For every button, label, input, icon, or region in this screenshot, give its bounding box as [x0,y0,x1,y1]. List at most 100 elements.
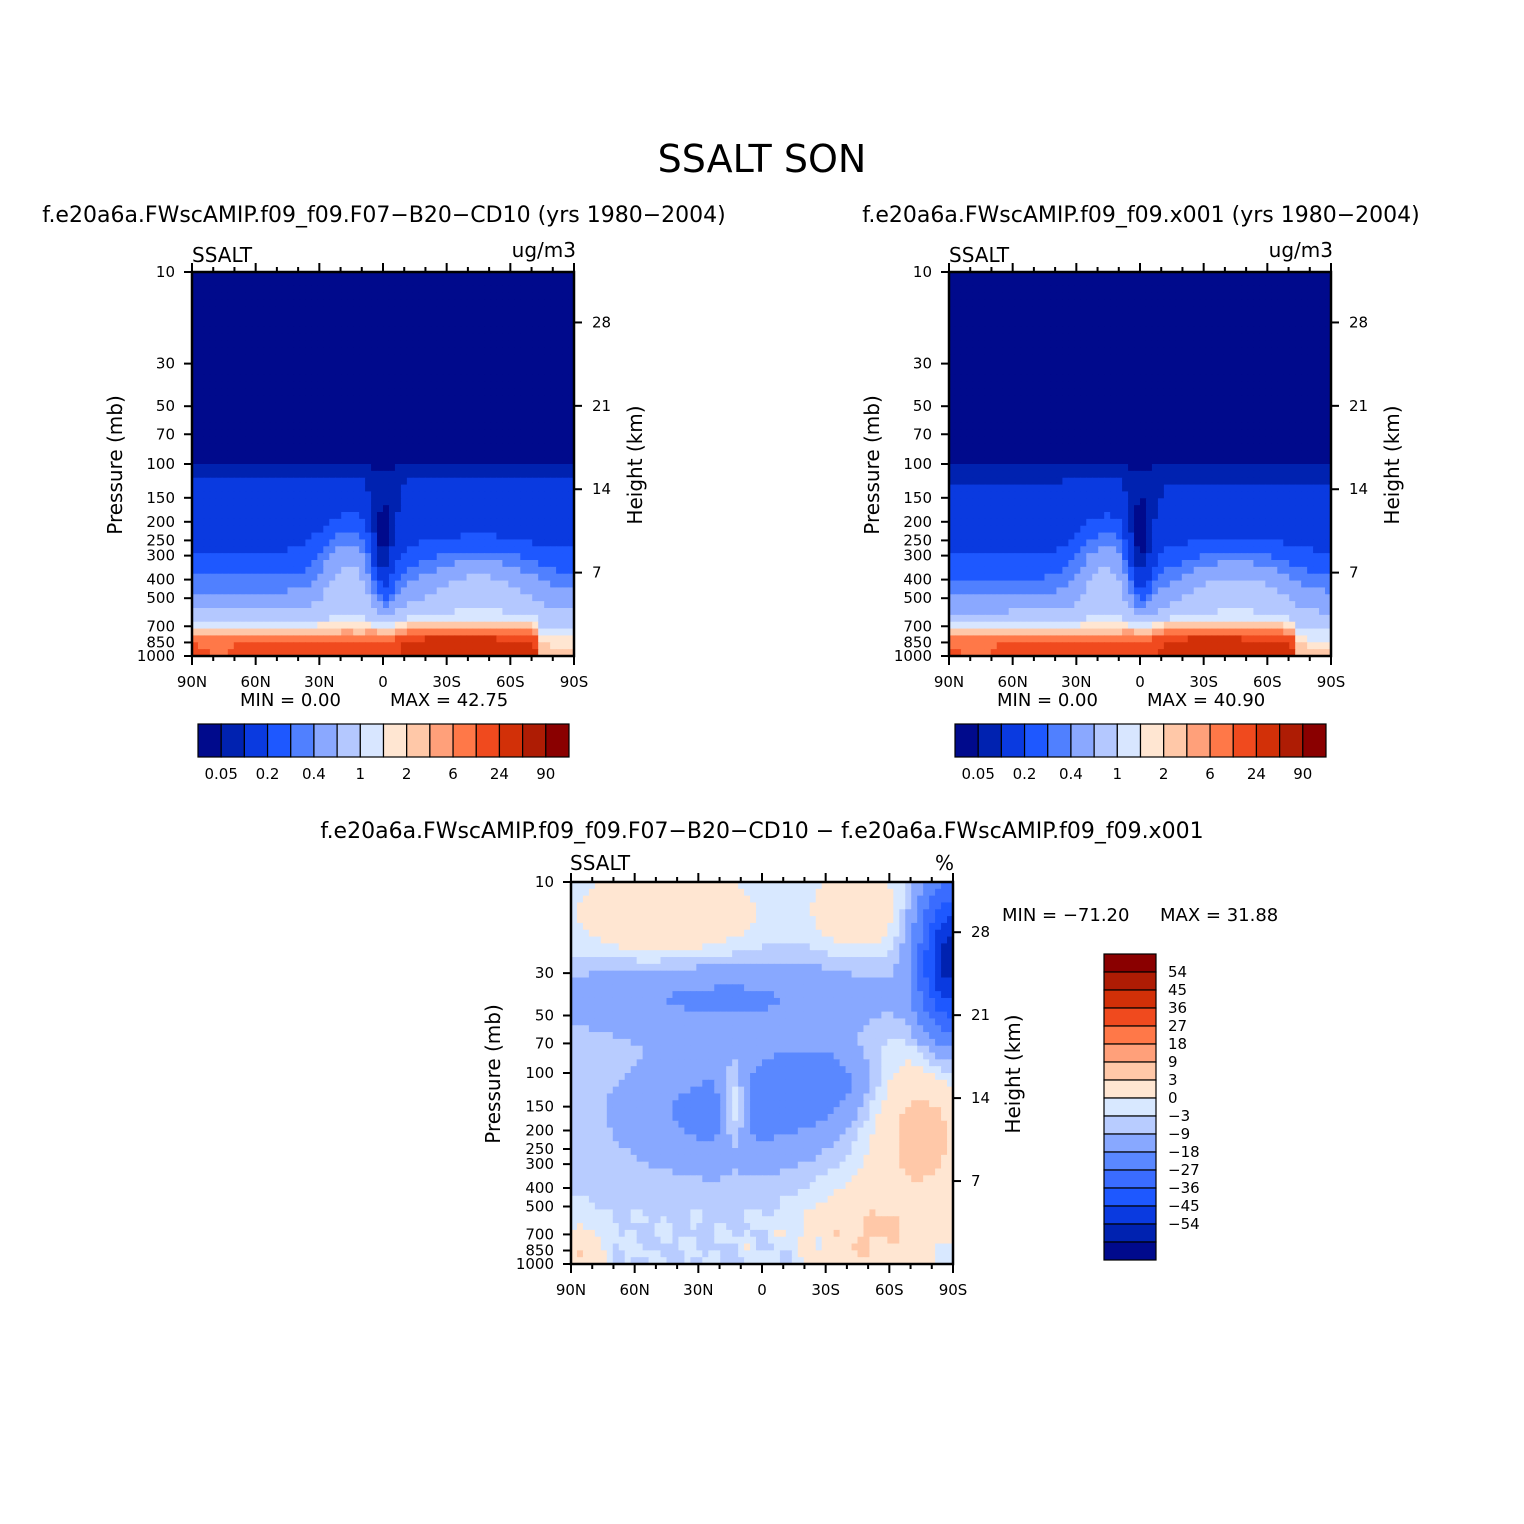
field-cell [1307,374,1314,383]
field-cell [359,573,366,582]
field-cell [460,416,468,424]
field-cell [412,566,420,575]
field-cell [1325,278,1332,287]
field-cell [550,285,557,294]
field-cell [424,594,432,602]
field-cell [568,278,575,287]
field-cell [406,381,414,390]
field-cell [275,450,283,458]
field-cell [550,313,557,321]
field-cell [466,566,474,575]
field-cell [532,484,539,493]
field-cell [424,422,432,431]
field-cell [508,354,515,362]
field-cell [496,484,503,493]
field-cell [287,608,295,616]
field-cell [263,340,271,349]
field-cell [568,498,575,506]
field-cell [996,409,1004,417]
field-cell [1271,313,1278,321]
field-cell [1319,388,1326,397]
field-cell [335,580,342,589]
field-cell [341,539,348,547]
field-cell [949,306,956,314]
field-cell [1295,395,1302,403]
field-cell [496,354,503,362]
field-cell [377,546,384,554]
field-cell [1169,313,1177,321]
field-cell [412,409,420,417]
field-cell [347,621,354,630]
field-cell [514,594,521,602]
field-cell [568,525,575,534]
field-cell [526,278,533,287]
field-cell [192,374,199,383]
field-cell [317,285,324,294]
field-cell [472,388,480,397]
field-cell [365,580,372,589]
field-cell [311,333,318,342]
field-cell [966,395,974,403]
field-cell [383,525,390,534]
field-cell [550,573,557,582]
field-cell [1175,299,1183,307]
field-cell [1277,368,1284,376]
field-cell [293,354,301,362]
field-cell [460,608,468,616]
field-cell [1140,320,1147,328]
field-cell [1068,402,1075,410]
field-cell [430,560,438,568]
field-cell [1181,347,1189,355]
field-cell [502,614,509,623]
field-cell [460,422,468,431]
field-cell [442,464,450,472]
field-cell [478,539,486,547]
field-cell [227,272,235,280]
field-cell [448,320,456,328]
field-cell [359,539,366,547]
field-cell [990,333,998,342]
field-cell [1211,326,1219,335]
field-cell [1211,313,1219,321]
field-cell [269,443,277,451]
field-cell [287,587,295,595]
field-cell [383,436,390,445]
field-cell [365,416,372,424]
field-cell [526,566,533,575]
field-cell [311,539,318,547]
field-cell [508,642,515,650]
field-cell [299,546,307,554]
field-cell [556,587,563,595]
field-cell [1241,299,1249,307]
field-cell [365,402,372,410]
field-cell [520,601,527,609]
field-cell [1229,374,1237,383]
field-cell [359,320,366,328]
field-cell [1277,381,1284,390]
field-cell [233,553,241,561]
field-cell [502,381,509,390]
field-cell [251,272,259,280]
field-cell [335,532,342,541]
field-cell [263,649,271,657]
field-cell [269,457,277,465]
field-cell [466,388,474,397]
field-cell [394,614,402,623]
field-cell [1134,347,1141,355]
field-cell [1235,381,1243,390]
field-cell [496,361,503,369]
field-cell [1092,306,1099,314]
field-cell [418,621,426,630]
field-cell [502,457,509,465]
field-cell [460,546,468,554]
field-cell [1020,299,1028,307]
field-cell [514,580,521,589]
field-cell [544,395,551,403]
field-cell [347,484,354,493]
field-cell [209,354,217,362]
field-cell [550,642,557,650]
field-cell [418,333,426,342]
field-cell [502,320,509,328]
field-cell [203,306,211,314]
field-cell [1092,320,1099,328]
